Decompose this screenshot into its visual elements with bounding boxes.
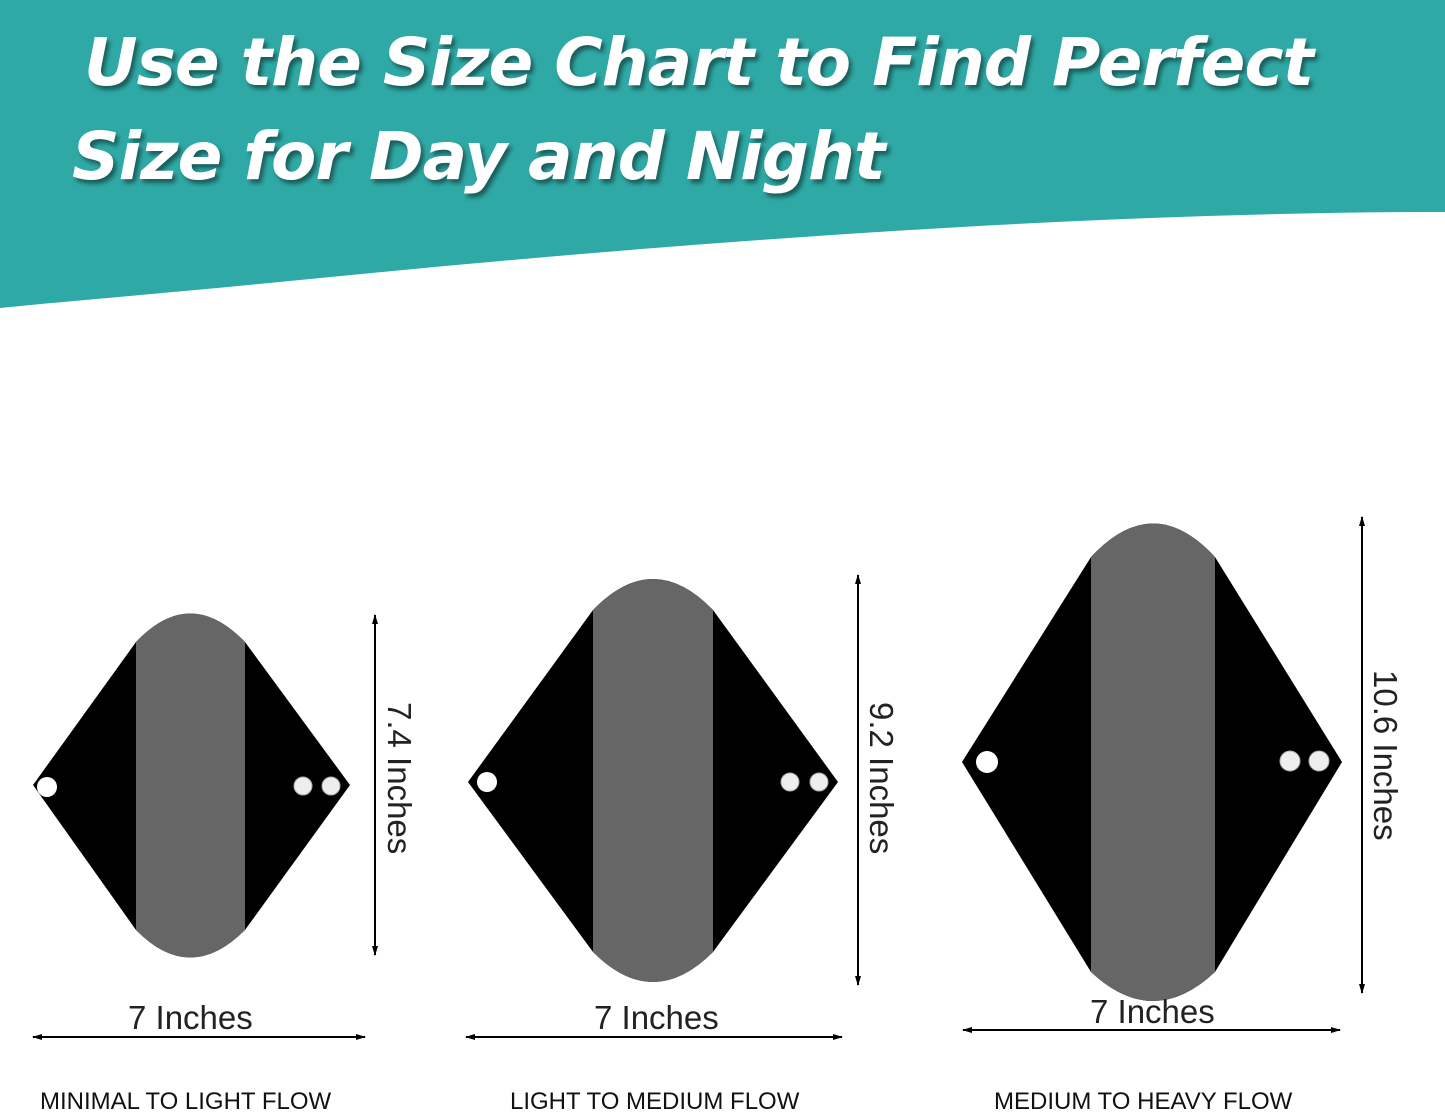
width-label-small: 7 Inches: [128, 999, 253, 1036]
snap-hole: [37, 777, 57, 797]
snap-button: [1308, 750, 1330, 772]
flow-label-small: MINIMAL TO LIGHT FLOW: [40, 1088, 332, 1115]
length-label-large: 10.6 Inches: [1367, 670, 1404, 841]
pad-medium: [468, 579, 838, 982]
snap-button: [321, 776, 341, 796]
pad-small: [33, 613, 350, 958]
width-label-large: 7 Inches: [1090, 993, 1215, 1030]
title-line-1: Use the Size Chart to Find Perfect: [84, 24, 1314, 101]
snap-hole: [477, 772, 497, 792]
length-label-medium: 9.2 Inches: [863, 702, 900, 855]
width-label-medium: 7 Inches: [594, 999, 719, 1036]
title-line-2: Size for Day and Night: [72, 118, 886, 195]
length-label-small: 7.4 Inches: [381, 702, 418, 855]
pad-large: [962, 523, 1342, 1001]
snap-hole: [976, 751, 998, 773]
snap-button: [780, 772, 800, 792]
snap-button: [1279, 750, 1301, 772]
snap-button: [809, 772, 829, 792]
flow-label-large: MEDIUM TO HEAVY FLOW: [994, 1088, 1293, 1115]
flow-label-medium: LIGHT TO MEDIUM FLOW: [510, 1088, 800, 1115]
snap-button: [293, 776, 313, 796]
header-banner: [0, 0, 1445, 308]
